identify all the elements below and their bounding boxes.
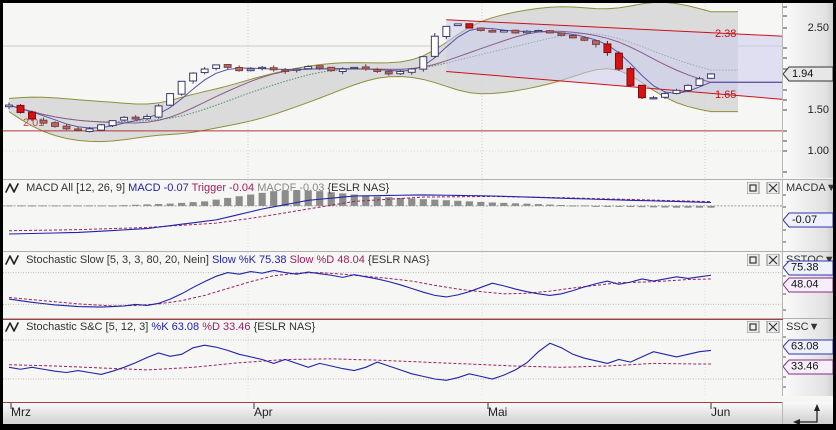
svg-text:1.65: 1.65 bbox=[715, 89, 736, 101]
svg-text:2.38: 2.38 bbox=[715, 28, 736, 40]
